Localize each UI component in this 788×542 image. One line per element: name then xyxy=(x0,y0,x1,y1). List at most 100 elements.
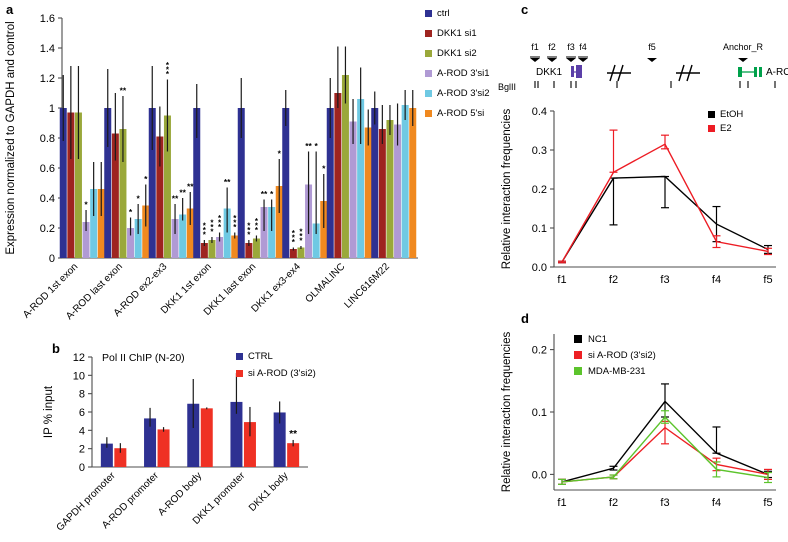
panel-a-significance-star: ** xyxy=(305,141,312,151)
panel-d-y-ticklabel: 0.1 xyxy=(532,407,547,419)
panel-c-fragment-label: f4 xyxy=(579,42,587,52)
panel-a-bar xyxy=(186,208,194,258)
panel-a-bar xyxy=(401,105,409,258)
panel-a-bar xyxy=(357,99,365,258)
panel-a-y-ticklabel: 0 xyxy=(49,253,55,265)
panel-a-bar xyxy=(334,93,342,258)
panel-a-significance-star: * xyxy=(292,238,296,247)
panel-a-bar xyxy=(268,207,276,258)
panel-c-gene-right-label: A-ROD xyxy=(766,67,788,78)
panel-b-y-ticklabel: 6 xyxy=(79,407,85,419)
panel-a-legend-swatch xyxy=(425,10,432,17)
panel-a-bar xyxy=(156,136,164,258)
panel-d-x-ticklabel: f5 xyxy=(763,497,772,509)
panel-c-break-slash xyxy=(617,64,624,82)
panel-a-significance-star: * xyxy=(292,233,296,242)
panel-b-legend-swatch xyxy=(236,353,243,360)
panel-c-fragment-arrow xyxy=(578,58,588,62)
panel-b-y-ticklabel: 12 xyxy=(73,352,85,364)
panel-a-significance-star: * xyxy=(270,189,274,199)
panel-b-legend-label: CTRL xyxy=(248,351,273,362)
panel-c-x-ticklabel: f5 xyxy=(763,274,772,286)
panel-d-legend-label: NC1 xyxy=(588,334,607,345)
panel-b-y-ticklabel: 10 xyxy=(73,370,85,382)
panel-c-y-ticklabel: 0.0 xyxy=(532,262,547,274)
panel-a-legend-swatch xyxy=(425,70,432,77)
panel-a-significance-star: * xyxy=(233,218,237,227)
panel-a-bar xyxy=(297,247,305,258)
panel-a-significance-star: * xyxy=(166,61,170,70)
panel-a-bar xyxy=(119,129,127,258)
panel-a-significance-star: * xyxy=(210,228,214,237)
panel-a-legend-swatch xyxy=(425,50,432,57)
panel-c-gene-right-box xyxy=(754,67,757,77)
panel-a-y-axis-title: Expression normalized to GAPDH and contr… xyxy=(5,21,17,254)
panel-c-x-ticklabel: f3 xyxy=(660,274,669,286)
panel-c-enzyme-label: BglII xyxy=(498,82,516,92)
panel-b-significance-star: ** xyxy=(289,429,297,440)
panel-c-break-slash xyxy=(678,64,685,82)
panel-b-y-ticklabel: 8 xyxy=(79,389,85,401)
panel-b-bar xyxy=(287,443,300,467)
panel-c-x-ticklabel: f1 xyxy=(557,274,566,286)
panel-a-significance-star: * xyxy=(218,214,222,223)
panel-a-bar xyxy=(134,219,142,258)
panel-a-significance-star: * xyxy=(203,221,207,230)
panel-b-y-ticklabel: 2 xyxy=(79,444,85,456)
panel-a-significance-star: * xyxy=(255,217,259,226)
panel-d-legend-swatch xyxy=(574,367,582,375)
panel-c-gene-right-box xyxy=(759,67,762,77)
panel-a-legend-label: DKK1 si1 xyxy=(437,28,477,39)
panel-a-bar xyxy=(59,108,67,258)
panel-b-bar xyxy=(273,412,286,467)
panel-a-legend-swatch xyxy=(425,30,432,37)
panel-b-bar xyxy=(243,422,256,467)
panel-a-significance-star: * xyxy=(233,214,237,223)
panel-a-significance-star: * xyxy=(299,237,303,246)
panel-a-bar xyxy=(364,127,372,258)
panel-a-significance-star: ** xyxy=(172,194,179,204)
panel-a-bar xyxy=(67,112,75,258)
panel-c-fragment-arrow xyxy=(566,58,576,62)
panel-a-legend: ctrl DKK1 si1 DKK1 si2 A-ROD 3'si1 A-ROD 3's… xyxy=(425,8,490,119)
panel-a-significance-star: * xyxy=(166,70,170,79)
panel-c-legend-label: EtOH xyxy=(720,109,743,120)
panel-a-y-ticklabel: 0.6 xyxy=(40,163,55,175)
panel-a-significance-star: * xyxy=(292,229,296,238)
panel-b-legend-swatch xyxy=(236,370,243,377)
panel-b-x-ticklabel: DKK1 body xyxy=(247,470,291,514)
panel-c-y-ticklabel: 0.1 xyxy=(532,223,547,235)
panel-c-letter: c xyxy=(521,2,529,17)
panel-a-bar xyxy=(179,214,187,258)
panel-a-bar xyxy=(74,112,82,258)
panel-a-significance-star: * xyxy=(203,231,207,240)
panel-d-letter: d xyxy=(521,311,529,326)
panel-c-chart: 0.0 0.1 0.2 0.3 0.4 f1 f2 f3 f4 f5 Relative intera… xyxy=(501,106,776,286)
panel-c-fragment-label: f1 xyxy=(531,42,539,52)
panel-c-legend-swatch xyxy=(708,111,715,118)
panel-a-bar xyxy=(90,189,98,258)
panel-c-gene-left-box xyxy=(576,65,582,78)
panel-a-legend-label: A-ROD 3'si1 xyxy=(437,68,490,79)
panel-a-chart: 0 0.2 0.4 0.6 0.8 1 1.2 1.4 1.6 Expression normal… xyxy=(5,13,418,322)
panel-d-x-ticklabel: f2 xyxy=(609,497,618,509)
panel-d-legend-label: MDA-MB-231 xyxy=(588,366,646,377)
panel-a-bar xyxy=(260,207,268,258)
panel-a-significance-star: * xyxy=(247,231,251,240)
panel-d-chart: 0.0 0.1 0.2 f1 f2 f3 f4 f5 Relative interaction … xyxy=(501,332,776,509)
panel-b-bar xyxy=(114,448,127,467)
panel-b-x-ticklabel: A-ROD body xyxy=(156,470,204,518)
panel-c-y-ticklabel: 0.3 xyxy=(532,145,547,157)
panel-a-bar xyxy=(127,228,135,258)
panel-d-legend-swatch xyxy=(574,335,582,343)
panel-a-y-ticklabel: 1.6 xyxy=(40,13,55,25)
panel-c-fragment-arrow xyxy=(647,58,657,62)
panel-a-significance-star: * xyxy=(255,221,259,230)
panel-a-legend-label: ctrl xyxy=(437,8,450,19)
panel-c-gene-left-label: DKK1 xyxy=(536,67,563,78)
panel-a-bar xyxy=(163,115,171,258)
panel-a-significance-star: * xyxy=(218,218,222,227)
panel-a-x-ticklabel: OLMALINC xyxy=(303,261,347,305)
panel-c-anchor-arrow xyxy=(738,58,748,62)
